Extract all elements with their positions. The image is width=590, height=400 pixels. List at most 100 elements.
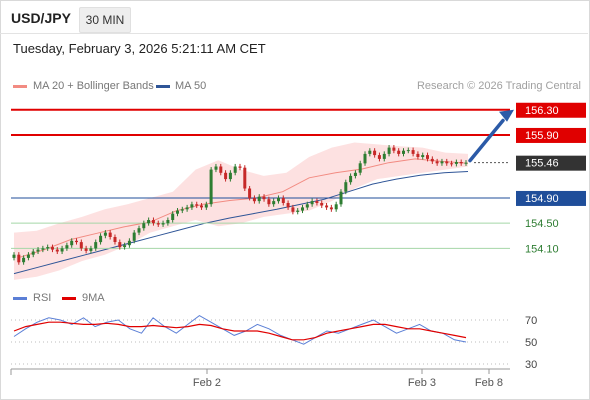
candle-body <box>286 203 290 208</box>
candle-body <box>339 191 343 205</box>
symbol-title: USD/JPY <box>11 10 71 26</box>
candle-body <box>368 150 372 154</box>
ma50-line <box>13 171 469 275</box>
candle-body <box>17 254 21 263</box>
candle-body <box>358 163 362 173</box>
candle-body <box>464 162 468 164</box>
candle-body <box>103 232 107 236</box>
candle-body <box>430 158 434 162</box>
candle-body <box>320 203 324 206</box>
candle-body <box>36 249 40 252</box>
candle-body <box>75 240 78 243</box>
candle-body <box>219 166 223 173</box>
candle-body <box>79 242 83 249</box>
candle-body <box>176 210 179 214</box>
pivot-tag <box>516 190 586 206</box>
timeframe-button[interactable]: 30 MIN <box>79 7 131 33</box>
x-tick-label: Feb 8 <box>475 377 503 389</box>
rsi-tick-label: 70 <box>525 315 537 327</box>
rsi-line <box>13 315 467 345</box>
candle-body <box>94 242 98 249</box>
candle-body <box>296 210 300 212</box>
candle-body <box>257 196 261 202</box>
pivot-tag-label: 154.90 <box>525 193 559 205</box>
candle-body <box>84 248 88 251</box>
candle-body <box>99 235 103 243</box>
candle-body <box>325 205 329 208</box>
candle-body <box>459 162 463 164</box>
rsi-legend-label: RSI <box>33 292 52 304</box>
resistance-tag <box>516 102 586 118</box>
candle-body <box>349 175 353 183</box>
candle-body <box>329 207 333 210</box>
candle-body <box>440 161 444 164</box>
x-tick-label: Feb 2 <box>193 377 221 389</box>
candle-body <box>228 172 232 180</box>
x-tick-label: Feb 3 <box>408 377 436 389</box>
ma20-line <box>17 158 469 259</box>
candle-body <box>344 182 348 192</box>
candle-body <box>200 205 203 208</box>
candle-body <box>127 240 131 246</box>
candle-body <box>421 155 425 157</box>
candle-body <box>272 201 276 205</box>
candle-body <box>214 166 218 170</box>
ma50-legend-label: MA 50 <box>175 80 207 92</box>
candle-body <box>243 167 247 189</box>
candle-body <box>70 240 74 246</box>
rsi-ma-legend-swatch <box>62 297 76 300</box>
candle-body <box>224 172 228 180</box>
candle-body <box>301 207 304 211</box>
candle-body <box>305 204 309 208</box>
candle-body <box>147 220 151 224</box>
support-label: 154.50 <box>525 218 559 230</box>
candle-body <box>108 232 112 237</box>
rsi-ma-legend-label: 9MA <box>82 292 105 304</box>
candle-body <box>185 207 189 210</box>
candle-body <box>377 155 381 159</box>
candle-body <box>334 204 338 210</box>
candle-body <box>132 232 136 241</box>
candle-body <box>262 196 266 200</box>
candle-body <box>267 199 271 205</box>
candle-body <box>426 155 429 159</box>
header-divider <box>0 33 588 34</box>
candle-body <box>397 150 401 154</box>
candle-body <box>277 198 280 202</box>
candle-body <box>137 228 141 233</box>
ma20-legend-swatch <box>13 85 27 88</box>
resistance-tag <box>516 127 586 143</box>
candle-body <box>46 247 50 249</box>
candle-body <box>31 251 35 255</box>
candle-body <box>156 223 160 225</box>
current-price-tag <box>516 155 586 171</box>
ma50-legend-swatch <box>156 85 170 88</box>
candle-body <box>180 209 184 211</box>
candle-body <box>55 249 59 252</box>
candle-body <box>12 254 16 258</box>
candle-body <box>204 204 208 208</box>
candle-body <box>445 161 449 164</box>
candle-body <box>291 207 295 212</box>
candle-body <box>416 153 420 157</box>
candle-body <box>238 166 242 168</box>
candle-body <box>151 220 155 224</box>
candle-body <box>171 213 175 220</box>
candle-body <box>118 242 122 248</box>
candle-body <box>363 153 367 164</box>
candle-body <box>190 204 194 208</box>
candle-body <box>281 198 285 203</box>
candle-body <box>113 237 117 242</box>
rsi-tick-label: 50 <box>525 337 537 349</box>
candle-body <box>353 172 357 176</box>
candle-body <box>392 147 396 151</box>
candle-body <box>26 254 30 258</box>
candle-body <box>195 204 199 206</box>
candle-body <box>166 220 170 224</box>
candle-body <box>435 161 439 164</box>
candle-body <box>41 248 45 250</box>
candle-body <box>454 162 458 164</box>
current-price-label: 155.46 <box>525 158 559 170</box>
candle-body <box>142 223 146 229</box>
